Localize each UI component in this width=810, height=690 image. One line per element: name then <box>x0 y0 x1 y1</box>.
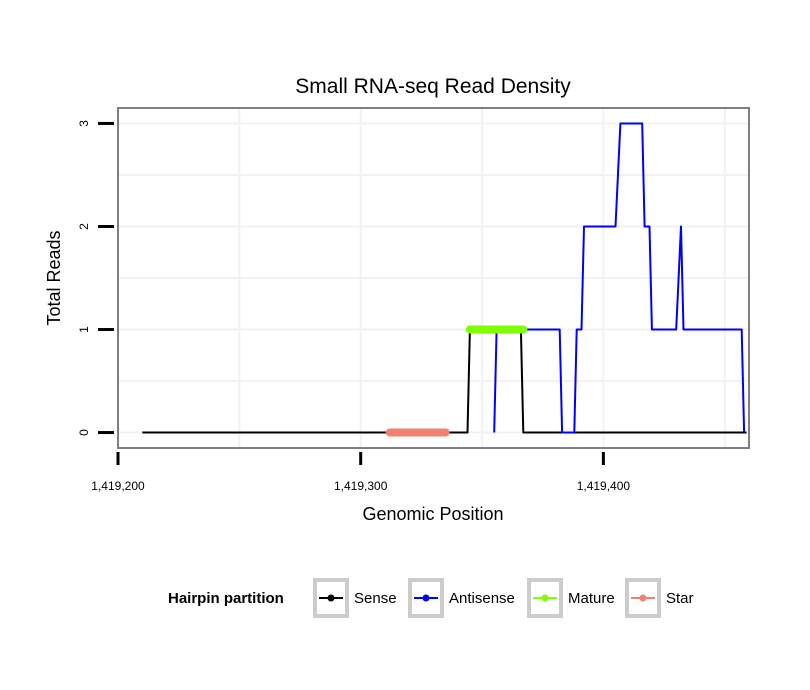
legend-key-point-sense <box>327 594 335 602</box>
x-tick-label: 1,419,200 <box>91 479 145 493</box>
y-tick-label: 0 <box>77 429 91 436</box>
plot-panel-border <box>117 107 750 449</box>
x-tick-label: 1,419,400 <box>577 479 631 493</box>
grid-lines <box>118 108 749 448</box>
y-tick-label: 2 <box>77 223 91 230</box>
legend-label-mature: Mature <box>568 590 615 607</box>
x-tick-label: 1,419,300 <box>334 479 388 493</box>
legend-title: Hairpin partition <box>168 590 284 607</box>
legend-label-star: Star <box>666 590 694 607</box>
y-axis-title: Total Reads <box>44 230 64 325</box>
legend-label-antisense: Antisense <box>449 590 515 607</box>
legend-key-point-star <box>639 594 647 602</box>
y-tick-label: 3 <box>77 120 91 127</box>
legend-key-point-antisense <box>422 594 430 602</box>
legend-key-point-mature <box>541 594 549 602</box>
series-line-antisense <box>493 122 746 434</box>
axes: 1,419,200 1,419,300 1,419,400 0 1 2 3 <box>77 120 630 493</box>
chart-title: Small RNA-seq Read Density <box>295 75 571 98</box>
x-axis-title: Genomic Position <box>362 504 503 524</box>
legend: Hairpin partition Sense Antisense Mature St… <box>168 578 694 618</box>
y-tick-label: 1 <box>77 326 91 333</box>
legend-label-sense: Sense <box>354 590 397 607</box>
data-series <box>142 122 747 437</box>
